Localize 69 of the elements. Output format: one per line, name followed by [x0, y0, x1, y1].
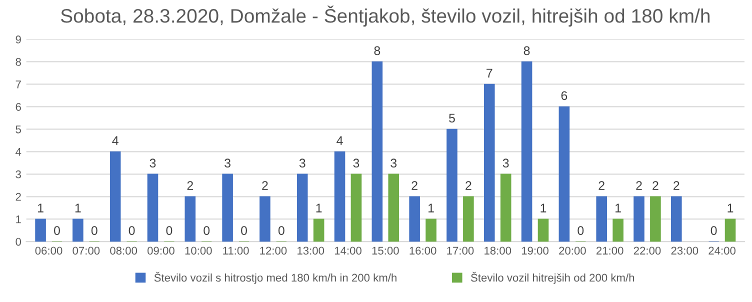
data-label: 0: [710, 226, 717, 235]
data-label: 2: [598, 181, 604, 190]
y-tick-label: 3: [16, 170, 21, 178]
data-label: 5: [449, 114, 455, 123]
x-tick-label: 14:00: [334, 246, 362, 255]
data-label: 3: [353, 158, 360, 168]
data-label: 1: [540, 204, 546, 212]
x-tick-label: 20:00: [559, 246, 586, 255]
data-label: 3: [150, 158, 156, 168]
data-label: 2: [652, 181, 658, 190]
data-label: 0: [166, 226, 172, 235]
data-label: 1: [38, 204, 44, 212]
data-label: 2: [674, 181, 680, 190]
data-label: 0: [128, 226, 135, 235]
y-tick-label: 1: [16, 216, 21, 224]
data-label: 3: [224, 158, 230, 168]
data-label: 0: [578, 226, 584, 235]
data-label: 4: [112, 136, 118, 145]
x-tick-label: 19:00: [522, 246, 548, 255]
x-tick-label: 06:00: [35, 246, 62, 255]
x-tick-label: 10:00: [185, 246, 212, 255]
x-tick-label: 22:00: [634, 246, 661, 255]
data-label: 6: [561, 91, 568, 100]
x-tick-label: 09:00: [148, 246, 174, 255]
data-label: 3: [502, 158, 509, 168]
data-label: 2: [466, 181, 472, 190]
legend-label: Število vozil s hitrostjo med 180 km/h in 200 km/h: [154, 272, 396, 284]
data-label: 0: [91, 226, 98, 235]
data-label: 3: [390, 158, 397, 168]
data-label: 2: [187, 181, 193, 190]
y-tick-label: 7: [16, 80, 21, 88]
x-tick-label: 08:00: [110, 246, 138, 255]
x-tick-label: 18:00: [484, 246, 512, 255]
data-label: 0: [278, 226, 284, 235]
data-label: 2: [636, 181, 642, 190]
y-tick-label: 2: [16, 192, 21, 201]
y-tick-label: 0: [16, 238, 22, 246]
y-tick-label: 5: [16, 126, 21, 134]
x-tick-label: 23:00: [671, 246, 698, 255]
data-label: 8: [524, 46, 530, 56]
x-tick-label: 21:00: [596, 246, 624, 255]
data-label: 8: [374, 46, 380, 56]
y-tick-label: 4: [16, 148, 22, 156]
y-tick-label: 9: [16, 36, 21, 44]
x-tick-label: 24:00: [708, 246, 736, 255]
data-label: 1: [616, 204, 621, 212]
data-label: 4: [336, 136, 343, 145]
data-label: 0: [204, 226, 210, 235]
data-label: 0: [54, 226, 60, 235]
data-label: 2: [412, 181, 418, 190]
x-tick-label: 07:00: [72, 246, 100, 255]
chart-title: Sobota, 28.3.2020, Domžale - Šentjakob, število vozil, hitrejših od 180 km/h: [60, 6, 710, 27]
x-tick-label: 15:00: [372, 246, 399, 255]
y-tick-label: 6: [16, 102, 21, 111]
y-tick-label: 8: [16, 58, 21, 66]
data-label: 0: [241, 226, 247, 235]
data-label: 7: [486, 68, 492, 78]
data-label: 1: [316, 204, 322, 212]
x-tick-label: 17:00: [447, 246, 474, 255]
data-label: 1: [428, 204, 434, 212]
data-label: 3: [299, 158, 306, 168]
legend-label: Število vozil hitrejših od 200 km/h: [470, 272, 634, 284]
x-tick-label: 16:00: [410, 246, 436, 255]
x-tick-label: 11:00: [223, 246, 249, 255]
x-tick-label: 12:00: [260, 246, 287, 255]
x-tick-label: 13:00: [298, 246, 324, 255]
data-label: 1: [728, 204, 734, 212]
data-label: 2: [262, 181, 268, 190]
data-label: 1: [75, 204, 81, 212]
